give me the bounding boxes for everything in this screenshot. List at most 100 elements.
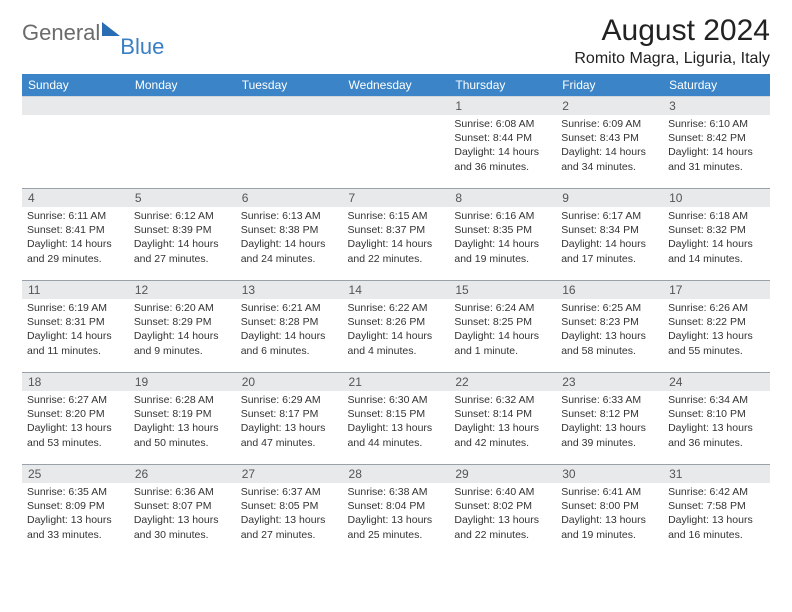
logo-triangle-icon bbox=[102, 22, 120, 36]
day-number: 11 bbox=[22, 281, 129, 299]
day-number: 25 bbox=[22, 465, 129, 483]
sunset-text: Sunset: 8:28 PM bbox=[241, 315, 338, 329]
sunset-text: Sunset: 8:26 PM bbox=[348, 315, 445, 329]
sunset-text: Sunset: 8:17 PM bbox=[241, 407, 338, 421]
weekday-header: Friday bbox=[556, 74, 663, 97]
day-content: Sunrise: 6:38 AMSunset: 8:04 PMDaylight:… bbox=[343, 483, 450, 546]
day-content: Sunrise: 6:34 AMSunset: 8:10 PMDaylight:… bbox=[663, 391, 770, 454]
day-content: Sunrise: 6:40 AMSunset: 8:02 PMDaylight:… bbox=[449, 483, 556, 546]
day-content bbox=[22, 115, 129, 121]
logo-text-blue: Blue bbox=[120, 34, 164, 60]
calendar-cell: 12Sunrise: 6:20 AMSunset: 8:29 PMDayligh… bbox=[129, 281, 236, 373]
daylight-text: Daylight: 14 hours and 22 minutes. bbox=[348, 237, 445, 265]
day-content: Sunrise: 6:12 AMSunset: 8:39 PMDaylight:… bbox=[129, 207, 236, 270]
day-content: Sunrise: 6:37 AMSunset: 8:05 PMDaylight:… bbox=[236, 483, 343, 546]
day-content: Sunrise: 6:11 AMSunset: 8:41 PMDaylight:… bbox=[22, 207, 129, 270]
daylight-text: Daylight: 13 hours and 33 minutes. bbox=[27, 513, 124, 541]
day-number: 16 bbox=[556, 281, 663, 299]
sunrise-text: Sunrise: 6:41 AM bbox=[561, 485, 658, 499]
day-content: Sunrise: 6:28 AMSunset: 8:19 PMDaylight:… bbox=[129, 391, 236, 454]
sunrise-text: Sunrise: 6:40 AM bbox=[454, 485, 551, 499]
calendar-cell bbox=[236, 97, 343, 189]
sunrise-text: Sunrise: 6:13 AM bbox=[241, 209, 338, 223]
day-number: 26 bbox=[129, 465, 236, 483]
sunrise-text: Sunrise: 6:25 AM bbox=[561, 301, 658, 315]
day-number: 4 bbox=[22, 189, 129, 207]
sunset-text: Sunset: 8:31 PM bbox=[27, 315, 124, 329]
weekday-header: Wednesday bbox=[343, 74, 450, 97]
calendar-cell: 22Sunrise: 6:32 AMSunset: 8:14 PMDayligh… bbox=[449, 373, 556, 465]
daylight-text: Daylight: 13 hours and 58 minutes. bbox=[561, 329, 658, 357]
daylight-text: Daylight: 14 hours and 31 minutes. bbox=[668, 145, 765, 173]
sunrise-text: Sunrise: 6:12 AM bbox=[134, 209, 231, 223]
day-number: 18 bbox=[22, 373, 129, 391]
day-number bbox=[129, 97, 236, 115]
weekday-header: Tuesday bbox=[236, 74, 343, 97]
calendar-cell: 25Sunrise: 6:35 AMSunset: 8:09 PMDayligh… bbox=[22, 465, 129, 557]
calendar-cell: 5Sunrise: 6:12 AMSunset: 8:39 PMDaylight… bbox=[129, 189, 236, 281]
daylight-text: Daylight: 13 hours and 39 minutes. bbox=[561, 421, 658, 449]
calendar-week: 11Sunrise: 6:19 AMSunset: 8:31 PMDayligh… bbox=[22, 281, 770, 373]
sunset-text: Sunset: 8:00 PM bbox=[561, 499, 658, 513]
logo-text-general: General bbox=[22, 20, 100, 46]
sunset-text: Sunset: 8:29 PM bbox=[134, 315, 231, 329]
calendar-cell bbox=[129, 97, 236, 189]
sunset-text: Sunset: 8:14 PM bbox=[454, 407, 551, 421]
calendar-cell: 24Sunrise: 6:34 AMSunset: 8:10 PMDayligh… bbox=[663, 373, 770, 465]
daylight-text: Daylight: 13 hours and 47 minutes. bbox=[241, 421, 338, 449]
logo: General Blue bbox=[22, 14, 166, 46]
calendar-cell: 20Sunrise: 6:29 AMSunset: 8:17 PMDayligh… bbox=[236, 373, 343, 465]
day-content: Sunrise: 6:17 AMSunset: 8:34 PMDaylight:… bbox=[556, 207, 663, 270]
daylight-text: Daylight: 13 hours and 36 minutes. bbox=[668, 421, 765, 449]
day-content bbox=[236, 115, 343, 121]
day-number: 9 bbox=[556, 189, 663, 207]
calendar-page: General Blue August 2024 Romito Magra, L… bbox=[0, 0, 792, 557]
calendar-cell: 6Sunrise: 6:13 AMSunset: 8:38 PMDaylight… bbox=[236, 189, 343, 281]
day-content: Sunrise: 6:33 AMSunset: 8:12 PMDaylight:… bbox=[556, 391, 663, 454]
day-number: 1 bbox=[449, 97, 556, 115]
sunset-text: Sunset: 8:37 PM bbox=[348, 223, 445, 237]
day-content: Sunrise: 6:26 AMSunset: 8:22 PMDaylight:… bbox=[663, 299, 770, 362]
day-content: Sunrise: 6:25 AMSunset: 8:23 PMDaylight:… bbox=[556, 299, 663, 362]
calendar-body: 1Sunrise: 6:08 AMSunset: 8:44 PMDaylight… bbox=[22, 97, 770, 557]
calendar-cell: 31Sunrise: 6:42 AMSunset: 7:58 PMDayligh… bbox=[663, 465, 770, 557]
calendar-cell: 27Sunrise: 6:37 AMSunset: 8:05 PMDayligh… bbox=[236, 465, 343, 557]
daylight-text: Daylight: 14 hours and 9 minutes. bbox=[134, 329, 231, 357]
daylight-text: Daylight: 13 hours and 42 minutes. bbox=[454, 421, 551, 449]
sunrise-text: Sunrise: 6:30 AM bbox=[348, 393, 445, 407]
daylight-text: Daylight: 14 hours and 1 minute. bbox=[454, 329, 551, 357]
sunrise-text: Sunrise: 6:36 AM bbox=[134, 485, 231, 499]
day-content: Sunrise: 6:22 AMSunset: 8:26 PMDaylight:… bbox=[343, 299, 450, 362]
calendar-cell: 21Sunrise: 6:30 AMSunset: 8:15 PMDayligh… bbox=[343, 373, 450, 465]
day-number: 8 bbox=[449, 189, 556, 207]
day-number: 30 bbox=[556, 465, 663, 483]
sunset-text: Sunset: 8:32 PM bbox=[668, 223, 765, 237]
sunrise-text: Sunrise: 6:28 AM bbox=[134, 393, 231, 407]
sunrise-text: Sunrise: 6:16 AM bbox=[454, 209, 551, 223]
day-content: Sunrise: 6:27 AMSunset: 8:20 PMDaylight:… bbox=[22, 391, 129, 454]
sunrise-text: Sunrise: 6:34 AM bbox=[668, 393, 765, 407]
calendar-cell bbox=[22, 97, 129, 189]
daylight-text: Daylight: 14 hours and 19 minutes. bbox=[454, 237, 551, 265]
sunrise-text: Sunrise: 6:15 AM bbox=[348, 209, 445, 223]
sunrise-text: Sunrise: 6:37 AM bbox=[241, 485, 338, 499]
daylight-text: Daylight: 14 hours and 6 minutes. bbox=[241, 329, 338, 357]
daylight-text: Daylight: 13 hours and 53 minutes. bbox=[27, 421, 124, 449]
daylight-text: Daylight: 13 hours and 55 minutes. bbox=[668, 329, 765, 357]
sunset-text: Sunset: 8:22 PM bbox=[668, 315, 765, 329]
daylight-text: Daylight: 14 hours and 34 minutes. bbox=[561, 145, 658, 173]
daylight-text: Daylight: 13 hours and 27 minutes. bbox=[241, 513, 338, 541]
daylight-text: Daylight: 14 hours and 29 minutes. bbox=[27, 237, 124, 265]
sunset-text: Sunset: 8:39 PM bbox=[134, 223, 231, 237]
daylight-text: Daylight: 14 hours and 11 minutes. bbox=[27, 329, 124, 357]
day-content bbox=[343, 115, 450, 121]
calendar-cell: 1Sunrise: 6:08 AMSunset: 8:44 PMDaylight… bbox=[449, 97, 556, 189]
day-content: Sunrise: 6:32 AMSunset: 8:14 PMDaylight:… bbox=[449, 391, 556, 454]
sunrise-text: Sunrise: 6:26 AM bbox=[668, 301, 765, 315]
calendar-cell: 19Sunrise: 6:28 AMSunset: 8:19 PMDayligh… bbox=[129, 373, 236, 465]
day-content: Sunrise: 6:35 AMSunset: 8:09 PMDaylight:… bbox=[22, 483, 129, 546]
daylight-text: Daylight: 13 hours and 50 minutes. bbox=[134, 421, 231, 449]
daylight-text: Daylight: 13 hours and 44 minutes. bbox=[348, 421, 445, 449]
calendar-week: 1Sunrise: 6:08 AMSunset: 8:44 PMDaylight… bbox=[22, 97, 770, 189]
calendar-cell: 17Sunrise: 6:26 AMSunset: 8:22 PMDayligh… bbox=[663, 281, 770, 373]
